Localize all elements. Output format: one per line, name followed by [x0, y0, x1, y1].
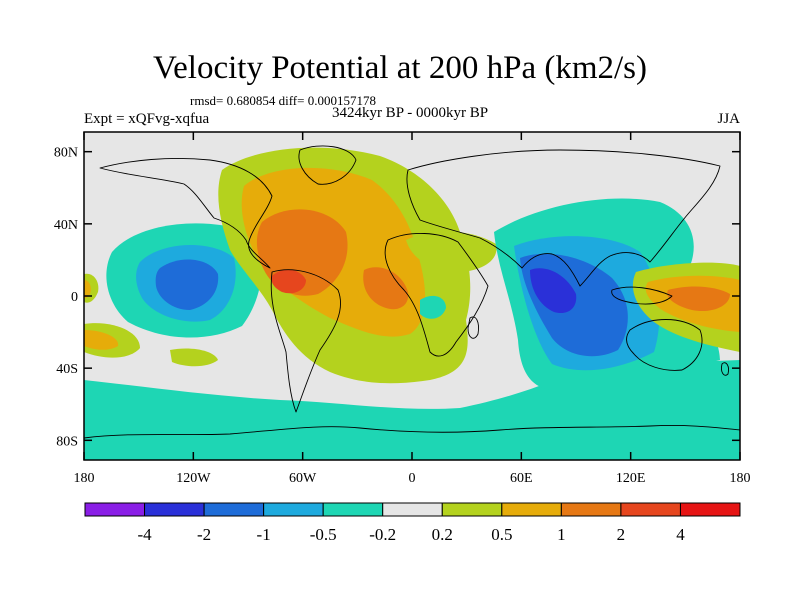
contour-map — [84, 132, 740, 460]
colorbar-swatch — [501, 502, 562, 517]
coastlines — [84, 145, 740, 439]
lon-tick-label: 120E — [616, 471, 646, 486]
colorbar-label: 0.2 — [432, 525, 453, 544]
contour-band-dateline-pos2 — [84, 280, 91, 298]
lon-tick-label: 120W — [176, 471, 211, 486]
colorbar: -4 -2 -1 -0.5 -0.2 0.2 0.5 1 2 4 — [84, 502, 741, 544]
colorbar-label: 2 — [617, 525, 626, 544]
coast-australia — [626, 319, 703, 371]
contour-band-atlantic-neg — [420, 295, 446, 319]
contour-band-atlantic-pos4 — [271, 269, 306, 294]
contour-band-pacific-neg3 — [155, 259, 219, 310]
colorbar-swatch — [679, 502, 741, 517]
colorbar-label: 1 — [557, 525, 566, 544]
contour-band-wpacific-pos3 — [667, 286, 730, 312]
coast-north-america — [99, 157, 273, 269]
experiment-label: Expt = xQFvg-xqfua — [84, 111, 210, 127]
colorbar-swatch — [441, 502, 503, 517]
colorbar-swatch — [620, 502, 681, 517]
colorbar-swatch — [322, 502, 384, 517]
colorbar-label: 4 — [676, 525, 685, 544]
contour-band-indian-neg4 — [530, 268, 577, 314]
colorbar-label: 0.5 — [491, 525, 512, 544]
colorbar-swatch — [203, 502, 265, 517]
chart-title: Velocity Potential at 200 hPa (km2/s) — [152, 50, 648, 86]
axis-ticks: 180 120W 60W 0 60E 120E 180 80N 40N 0 40S 80S — [54, 132, 751, 486]
colorbar-swatch — [144, 502, 205, 517]
coast-new-zealand — [721, 362, 729, 376]
lat-tick-label: 80S — [56, 434, 78, 449]
coast-greenland — [298, 145, 357, 185]
contour-band-south-pacific-pos3 — [170, 348, 218, 367]
coast-eurasia — [406, 149, 721, 287]
colorbar-swatch — [560, 502, 622, 517]
colorbar-swatch — [84, 502, 146, 517]
colorbar-label: -0.2 — [369, 525, 396, 544]
colorbar-label: -1 — [257, 525, 271, 544]
season-label: JJA — [717, 111, 740, 127]
lon-tick-label: 60E — [510, 471, 533, 486]
contour-band-south-pacific-pos2 — [84, 330, 119, 350]
lat-tick-label: 40S — [56, 362, 78, 377]
lon-tick-label: 180 — [74, 471, 95, 486]
coast-madagascar — [467, 316, 479, 339]
colorbar-swatch — [263, 502, 324, 517]
coast-indonesia — [611, 286, 673, 305]
colorbar-label: -2 — [197, 525, 211, 544]
coast-south-america — [270, 269, 342, 413]
colorbar-label: -0.5 — [310, 525, 337, 544]
period-label: 3424kyr BP - 0000kyr BP — [331, 105, 489, 121]
lon-tick-label: 180 — [730, 471, 751, 486]
lat-tick-label: 40N — [54, 218, 78, 233]
coast-antarctica — [84, 425, 740, 439]
colorbar-label: -4 — [137, 525, 152, 544]
lon-tick-label: 60W — [289, 471, 317, 486]
contour-band-europe-pos — [406, 231, 497, 272]
lat-tick-label: 0 — [71, 290, 78, 305]
contour-band-atlantic-pos3b — [363, 267, 409, 310]
colorbar-swatch — [382, 502, 443, 517]
stats-label: rmsd= 0.680854 diff= 0.000157178 — [190, 93, 376, 108]
lon-tick-label: 0 — [409, 471, 416, 486]
lat-tick-label: 80N — [54, 146, 78, 161]
coast-africa — [384, 232, 489, 357]
